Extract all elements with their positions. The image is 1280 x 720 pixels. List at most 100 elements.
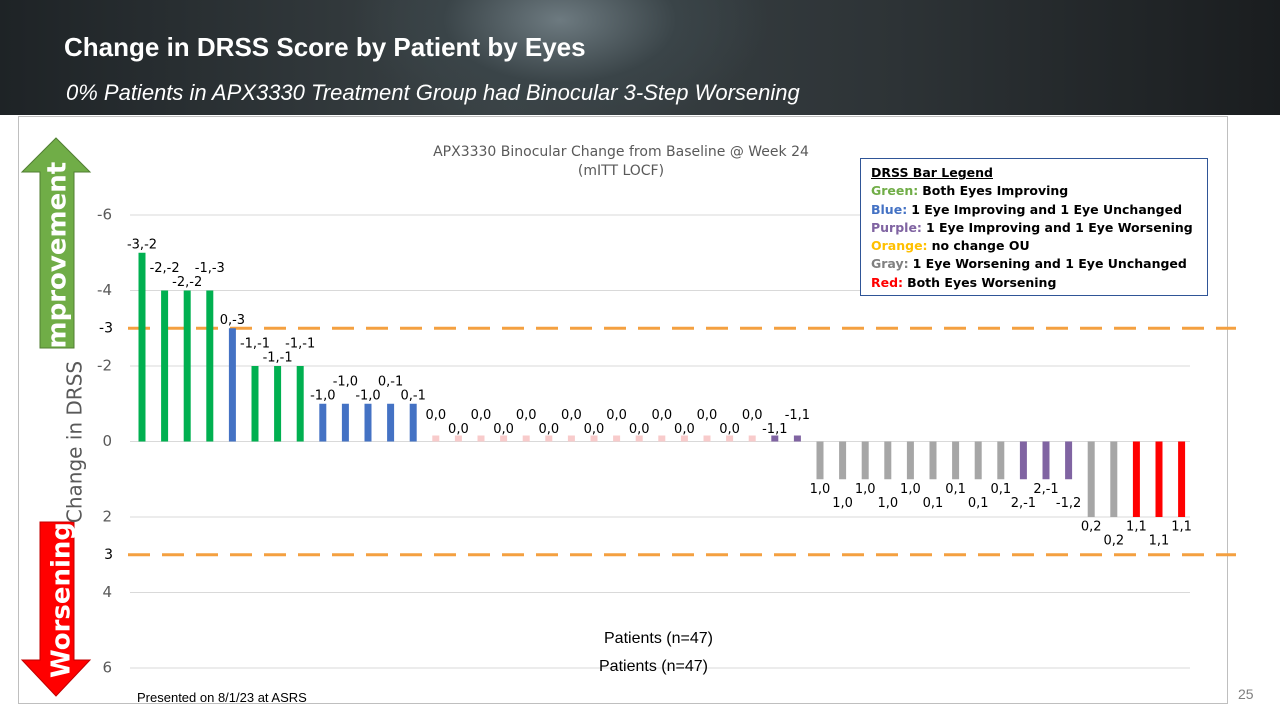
data-label: 0,0	[538, 422, 559, 437]
bar	[319, 403, 327, 442]
y-tick-label: -2	[97, 357, 112, 375]
footer-note: Presented on 8/1/23 at ASRS	[137, 690, 307, 705]
data-label: -1,1	[762, 422, 787, 437]
bar	[567, 435, 575, 442]
bar	[251, 366, 259, 442]
bar	[748, 435, 756, 442]
improvement-arrow	[20, 137, 92, 349]
bar	[296, 366, 304, 442]
legend-entry: Purple: 1 Eye Improving and 1 Eye Worseni…	[871, 220, 1197, 238]
legend-key: Orange:	[871, 238, 928, 254]
legend-title: DRSS Bar Legend	[871, 165, 993, 180]
data-label: 0,1	[923, 496, 944, 511]
bar	[726, 435, 734, 442]
data-label: 0,0	[606, 408, 627, 423]
bar	[952, 441, 960, 480]
legend-entry: Green: Both Eyes Improving	[871, 183, 1197, 201]
bar	[274, 366, 282, 442]
bar	[228, 328, 236, 442]
data-label: 0,2	[1081, 520, 1102, 535]
threshold-label: 3	[104, 547, 113, 563]
legend-entry: Blue: 1 Eye Improving and 1 Eye Unchanged	[871, 202, 1197, 220]
data-label: 0,0	[651, 408, 672, 423]
data-label: 1,0	[855, 482, 876, 497]
legend-entry: Orange: no change OU	[871, 238, 1197, 256]
data-label: 0,0	[561, 408, 582, 423]
legend: DRSS Bar Legend Green: Both Eyes Improvin…	[860, 158, 1208, 296]
data-label: -1,-3	[195, 261, 225, 276]
legend-text: 1 Eye Improving and 1 Eye Worsening	[925, 219, 1193, 235]
bar	[1155, 441, 1163, 517]
x-axis-label: Patients (n=47)	[599, 658, 708, 675]
legend-key: Purple:	[871, 219, 922, 235]
legend-text: 1 Eye Improving and 1 Eye Unchanged	[911, 201, 1183, 217]
bar	[1065, 441, 1073, 480]
y-tick-label: -6	[97, 206, 112, 224]
data-label: 0,0	[584, 422, 605, 437]
data-label: -1,0	[310, 388, 335, 403]
bar	[183, 290, 191, 442]
worsening-label: Worsening	[47, 522, 77, 678]
bar	[590, 435, 598, 442]
data-label: -3,-2	[127, 237, 157, 252]
bar	[1132, 441, 1140, 517]
legend-text: 1 Eye Worsening and 1 Eye Unchanged	[912, 256, 1187, 272]
legend-text: no change OU	[931, 238, 1030, 254]
legend-entry: Gray: 1 Eye Worsening and 1 Eye Unchanged	[871, 256, 1197, 274]
data-label: 0,0	[493, 422, 514, 437]
legend-key: Blue:	[871, 201, 908, 217]
worsening-arrow	[20, 521, 92, 697]
data-label: 0,0	[697, 408, 718, 423]
bar	[974, 441, 982, 480]
data-label: -1,-1	[240, 337, 270, 352]
bar	[341, 403, 349, 442]
data-label: 0,1	[968, 496, 989, 511]
bar	[793, 435, 801, 442]
data-label: -2,-2	[150, 261, 180, 276]
bar	[839, 441, 847, 480]
header-banner	[0, 0, 1280, 115]
chart-frame	[18, 116, 1228, 704]
page-number: 25	[1238, 686, 1254, 702]
data-label: 1,1	[1149, 534, 1170, 549]
bar	[477, 435, 485, 442]
data-label: 0,2	[1103, 534, 1124, 549]
bar	[658, 435, 666, 442]
legend-key: Red:	[871, 274, 904, 290]
bar	[771, 435, 779, 442]
bar	[635, 435, 643, 442]
data-label: -2,-2	[172, 275, 202, 290]
y-tick-label: 6	[102, 659, 112, 677]
bar	[432, 435, 440, 442]
data-label: 0,-3	[220, 313, 245, 328]
bar	[161, 290, 169, 442]
bar	[997, 441, 1005, 480]
bar	[906, 441, 914, 480]
data-label: 0,-1	[401, 388, 426, 403]
bar	[545, 435, 553, 442]
data-label: 1,1	[1171, 520, 1192, 535]
bar	[1178, 441, 1186, 517]
bar	[613, 435, 621, 442]
data-label: -1,0	[333, 374, 358, 389]
bar	[1042, 441, 1050, 480]
bar	[364, 403, 372, 442]
data-label: 0,0	[742, 408, 763, 423]
data-label: -1,2	[1056, 496, 1081, 511]
data-label: 0,-1	[378, 374, 403, 389]
data-label: 2,-1	[1033, 482, 1058, 497]
data-label: 0,0	[516, 408, 537, 423]
data-label: 0,0	[629, 422, 650, 437]
data-label: 0,0	[471, 408, 492, 423]
legend-key: Gray:	[871, 256, 909, 272]
chart-subtitle: (mITT LOCF)	[578, 163, 664, 179]
data-label: -1,-1	[285, 337, 315, 352]
y-tick-label: -4	[97, 281, 112, 299]
threshold-label: -3	[99, 320, 113, 336]
data-label: 1,0	[877, 496, 898, 511]
legend-text: Both Eyes Worsening	[907, 274, 1057, 290]
data-label: 0,0	[425, 408, 446, 423]
y-tick-label: 0	[102, 432, 112, 450]
